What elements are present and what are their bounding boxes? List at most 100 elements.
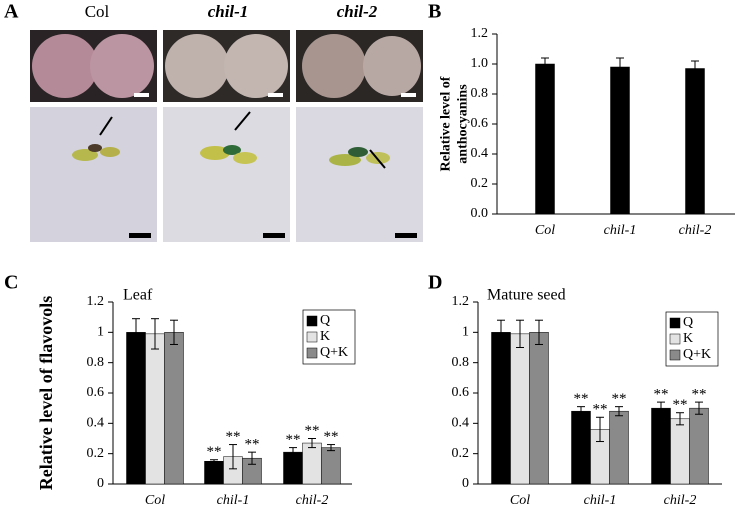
y-tick-label: 1.2 — [87, 294, 105, 309]
error-bar — [327, 444, 335, 452]
error-bar — [615, 406, 623, 417]
significance-mark: ** — [574, 391, 589, 407]
y-tick-label: 0.4 — [471, 146, 489, 161]
error-bar — [170, 319, 178, 345]
error-bar — [229, 444, 237, 470]
y-tick-label: 0.8 — [452, 355, 470, 370]
x-tick-label: chil-1 — [604, 223, 637, 238]
legend-swatch — [669, 333, 681, 345]
y-tick-label: 0.0 — [471, 206, 489, 221]
error-bar — [132, 318, 140, 347]
legend-swatch — [669, 317, 681, 329]
significance-mark: ** — [245, 437, 260, 453]
error-bar — [289, 447, 297, 458]
error-bar — [691, 60, 699, 77]
bar — [321, 447, 341, 485]
x-tick-label: Col — [535, 223, 555, 238]
y-tick-label: 1 — [97, 325, 104, 340]
bar — [164, 332, 184, 485]
y-axis-label: Relative level of flavovols — [36, 296, 56, 490]
error-bar — [596, 416, 604, 443]
error-bar — [151, 318, 159, 350]
chart-title: Leaf — [123, 287, 153, 304]
legend-label: K — [320, 329, 330, 344]
bar — [571, 410, 591, 485]
y-tick-label: 0.2 — [452, 446, 470, 461]
legend-swatch — [306, 331, 318, 343]
panel-letter: B — [428, 1, 441, 23]
panel-letter: D — [428, 272, 442, 294]
error-bar — [535, 319, 543, 345]
significance-mark: ** — [673, 397, 688, 413]
x-tick-label: chil-2 — [664, 493, 697, 508]
bar — [609, 410, 629, 485]
y-axis-label: anthocyanins — [456, 84, 471, 164]
x-tick-label: chil-2 — [296, 493, 329, 508]
panel-letter: A — [4, 1, 19, 23]
significance-mark: ** — [654, 387, 669, 403]
x-tick-label: chil-1 — [217, 493, 250, 508]
bar — [689, 407, 709, 485]
error-bar — [210, 459, 218, 464]
legend-swatch — [306, 347, 318, 359]
y-tick-label: 0.4 — [87, 416, 105, 431]
y-axis-label: Relative level of — [439, 76, 454, 171]
bar — [302, 442, 322, 485]
bar — [510, 333, 530, 485]
error-bar — [541, 57, 549, 71]
bar — [491, 332, 511, 485]
bar — [204, 461, 224, 485]
error-bar — [676, 412, 684, 426]
error-bar — [516, 319, 524, 348]
bar — [535, 63, 555, 215]
y-tick-label: 0.8 — [87, 355, 105, 370]
chart-title: Mature seed — [487, 287, 566, 304]
significance-mark: ** — [324, 429, 339, 445]
legend-swatch — [306, 315, 318, 327]
significance-mark: ** — [305, 423, 320, 439]
x-tick-label: chil-1 — [584, 493, 617, 508]
bar — [610, 66, 630, 215]
column-label: chil-2 — [337, 2, 378, 21]
y-tick-label: 1 — [462, 325, 469, 340]
legend-label: Q — [320, 313, 330, 328]
significance-mark: ** — [692, 387, 707, 403]
y-tick-label: 0.2 — [471, 176, 489, 191]
legend-label: Q+K — [320, 345, 348, 360]
bar — [529, 332, 549, 485]
y-tick-label: 0.6 — [87, 385, 105, 400]
y-tick-label: 1.2 — [452, 294, 470, 309]
legend-swatch — [669, 349, 681, 361]
significance-mark: ** — [286, 432, 301, 448]
significance-mark: ** — [207, 444, 222, 460]
y-tick-label: 0.8 — [471, 86, 489, 101]
column-label: Col — [85, 2, 110, 21]
error-bar — [577, 406, 585, 417]
error-bar — [616, 57, 624, 77]
legend-label: Q+K — [683, 347, 711, 362]
y-tick-label: 0.6 — [452, 385, 470, 400]
error-bar — [248, 451, 256, 465]
bar — [670, 418, 690, 485]
panel-letter: C — [4, 272, 18, 294]
bar — [651, 407, 671, 485]
significance-mark: ** — [612, 391, 627, 407]
x-tick-label: Col — [145, 493, 165, 508]
error-bar — [308, 438, 316, 449]
legend-label: Q — [683, 315, 693, 330]
legend-label: K — [683, 331, 693, 346]
y-tick-label: 1.2 — [471, 26, 489, 41]
y-tick-label: 0.2 — [87, 446, 105, 461]
column-label: chil-1 — [208, 2, 249, 21]
y-tick-label: 1.0 — [471, 56, 489, 71]
y-tick-label: 0 — [462, 476, 469, 491]
significance-mark: ** — [226, 429, 241, 445]
seedling-photos — [30, 107, 423, 242]
bar — [145, 333, 165, 485]
error-bar — [695, 401, 703, 415]
y-tick-label: 0.4 — [452, 416, 470, 431]
error-bar — [497, 319, 505, 345]
x-tick-label: chil-2 — [679, 223, 712, 238]
bar — [126, 332, 146, 485]
